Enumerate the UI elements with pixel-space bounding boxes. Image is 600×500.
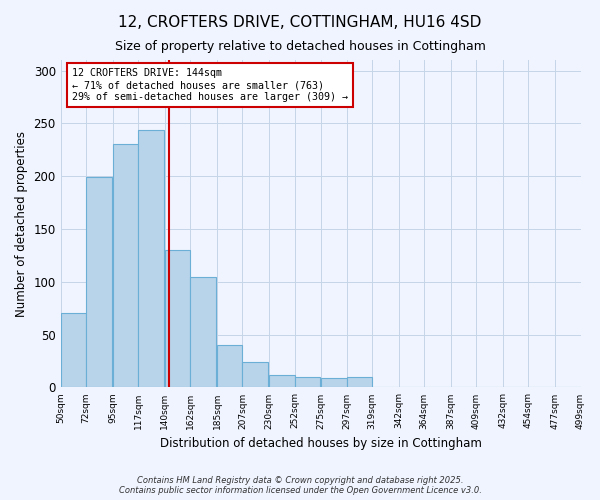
Text: 12, CROFTERS DRIVE, COTTINGHAM, HU16 4SD: 12, CROFTERS DRIVE, COTTINGHAM, HU16 4SD <box>118 15 482 30</box>
Bar <box>321 378 347 388</box>
Text: Contains HM Land Registry data © Crown copyright and database right 2025.
Contai: Contains HM Land Registry data © Crown c… <box>119 476 481 495</box>
Bar <box>165 250 190 388</box>
X-axis label: Distribution of detached houses by size in Cottingham: Distribution of detached houses by size … <box>160 437 482 450</box>
Y-axis label: Number of detached properties: Number of detached properties <box>15 130 28 316</box>
Text: 12 CROFTERS DRIVE: 144sqm
← 71% of detached houses are smaller (763)
29% of semi: 12 CROFTERS DRIVE: 144sqm ← 71% of detac… <box>72 68 348 102</box>
Bar <box>347 377 372 388</box>
Text: Size of property relative to detached houses in Cottingham: Size of property relative to detached ho… <box>115 40 485 53</box>
Bar <box>242 362 268 388</box>
Bar <box>217 345 242 388</box>
Bar <box>86 177 112 388</box>
Bar <box>190 276 216 388</box>
Bar <box>113 144 138 388</box>
Bar <box>295 377 320 388</box>
Bar <box>138 130 164 388</box>
Bar <box>61 314 86 388</box>
Bar <box>269 375 295 388</box>
